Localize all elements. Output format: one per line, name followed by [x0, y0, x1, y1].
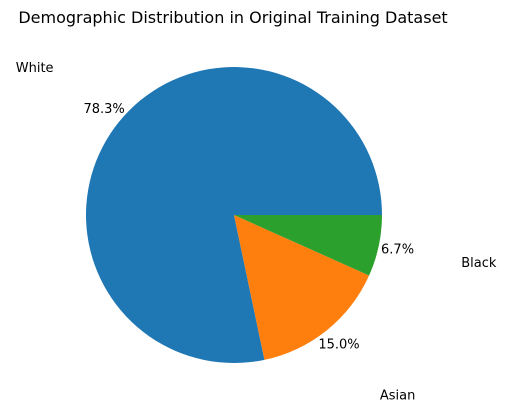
chart-title: Demographic Distribution in Original Tra… [18, 8, 447, 27]
pie-slice-asian [234, 215, 370, 360]
slice-label-white: White [16, 61, 54, 76]
slice-label-asian: Asian [380, 388, 415, 403]
pie-slice-white [85, 67, 382, 364]
pie-slice-black [234, 215, 382, 276]
pie-labels: 78.3% White 15.0% Asian 6.7% Black [16, 61, 497, 403]
pct-label-black: 6.7% [381, 242, 414, 257]
pct-label-asian: 15.0% [318, 338, 359, 353]
slice-label-black: Black [461, 256, 497, 271]
pct-label-white: 78.3% [83, 102, 124, 117]
pie-slices [85, 67, 382, 364]
